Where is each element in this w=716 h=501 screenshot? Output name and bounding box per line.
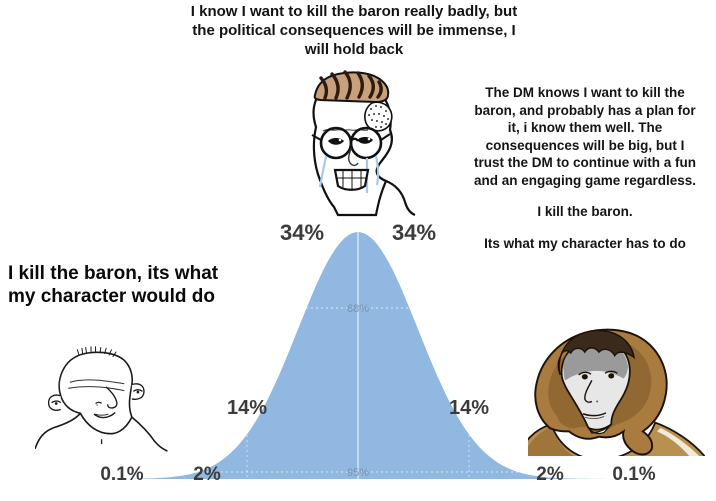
svg-text:0.1%: 0.1% bbox=[612, 464, 655, 485]
svg-text:2%: 2% bbox=[536, 464, 564, 485]
svg-text:14%: 14% bbox=[449, 397, 489, 419]
svg-text:2%: 2% bbox=[193, 464, 221, 485]
svg-text:68%: 68% bbox=[347, 303, 369, 315]
svg-text:0.1%: 0.1% bbox=[100, 464, 143, 485]
svg-text:14%: 14% bbox=[227, 397, 267, 419]
svg-text:95%: 95% bbox=[347, 467, 369, 479]
